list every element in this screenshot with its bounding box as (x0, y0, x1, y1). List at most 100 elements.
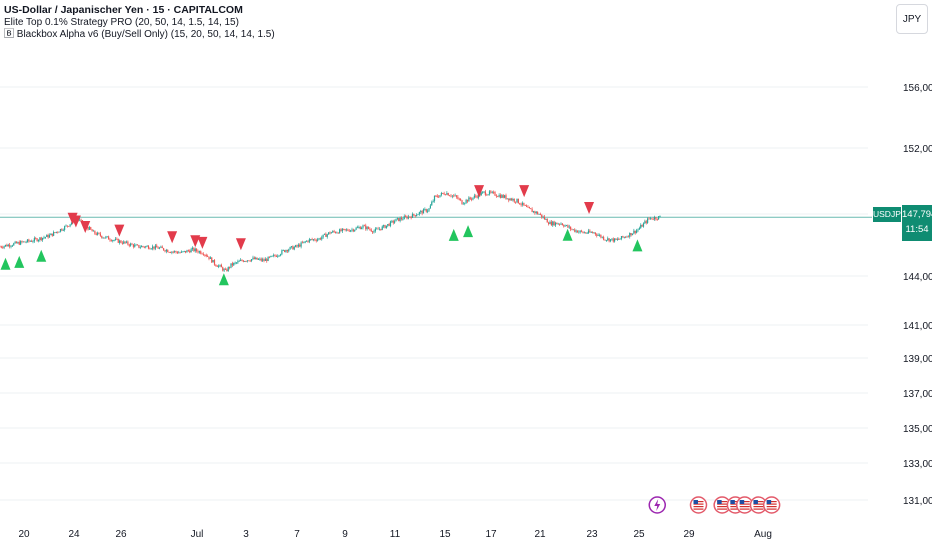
indicator-blackbox-alpha[interactable]: 🄱 Blackbox Alpha v6 (Buy/Sell Only) (15,… (4, 29, 275, 40)
candle-body (262, 259, 264, 261)
candle-body (325, 233, 327, 237)
indicator-elite-strategy[interactable]: Elite Top 0.1% Strategy PRO (20, 50, 14,… (4, 16, 239, 28)
candle-body (7, 244, 9, 247)
candle-body (132, 244, 134, 247)
symbol-title[interactable]: US-Dollar / Japanischer Yen · 15 · CAPIT… (4, 4, 243, 16)
candle-body (277, 255, 279, 257)
candle-body (281, 250, 283, 255)
candle-body (246, 260, 249, 262)
candle-body (212, 260, 214, 263)
flag-stripe (739, 506, 750, 508)
candle-body (102, 237, 104, 239)
x-tick-label: 3 (243, 529, 249, 540)
candle-body (143, 246, 145, 248)
candle-body (362, 225, 364, 228)
candle-body (229, 267, 231, 268)
candle-body (197, 251, 199, 253)
candle-body (560, 223, 562, 225)
candle-body (123, 241, 125, 244)
candle-body (392, 220, 394, 223)
candle-body (150, 248, 152, 250)
candle-body (259, 258, 261, 260)
candle-body (549, 221, 551, 225)
flag-stripe (693, 501, 704, 503)
lightning-bolt (654, 499, 661, 511)
candle-body (300, 242, 302, 247)
candle-body (361, 227, 363, 230)
candle-body (233, 262, 235, 266)
candle-body (383, 225, 385, 227)
flag-canton (766, 500, 772, 504)
candle-body (527, 206, 529, 208)
flag-canton (753, 500, 758, 504)
candle-body (495, 195, 497, 197)
candle-body (449, 195, 451, 197)
candle-body (336, 232, 338, 234)
candle-body (418, 212, 420, 215)
candle-body (128, 244, 130, 246)
currency-button[interactable]: JPY (896, 4, 928, 34)
candle-body (600, 234, 602, 238)
candle-body (421, 211, 423, 214)
candle-body (289, 246, 291, 250)
y-tick-label: 156,000 (903, 83, 932, 94)
candle-body (641, 225, 643, 227)
candle-body (274, 255, 276, 256)
candle-body (290, 246, 293, 247)
candle-body (534, 211, 536, 214)
buy-signal-marker (218, 273, 229, 286)
candle-body (451, 195, 453, 197)
candle-body (54, 232, 56, 233)
candle-body (395, 218, 397, 222)
candle-body (219, 264, 221, 266)
candle-body (340, 229, 342, 232)
candle-body (431, 202, 433, 206)
flag-stripe (766, 503, 777, 505)
candle-body (521, 202, 524, 205)
candle-body (332, 231, 334, 233)
candle-body (69, 224, 71, 227)
candle-body (28, 239, 30, 242)
candle-body (307, 240, 309, 242)
candle-body (482, 191, 484, 193)
candle-body (410, 216, 412, 218)
flag-stripe (693, 508, 704, 510)
flag-canton (693, 500, 698, 504)
candle-body (135, 244, 137, 246)
candle-body (616, 238, 618, 240)
candle-body (631, 233, 634, 236)
candle-body (329, 232, 331, 234)
buy-signal-marker (463, 225, 474, 238)
candle-body (113, 239, 115, 241)
candle-body (9, 244, 11, 247)
flag-stripe (730, 501, 741, 503)
candle-body (211, 257, 213, 263)
candle-body (422, 209, 425, 214)
candle-body (497, 196, 499, 198)
candle-body (351, 229, 353, 231)
y-tick-label: 141,000 (903, 321, 932, 332)
buy-signal-marker (632, 239, 643, 252)
candle-body (178, 252, 180, 254)
candle-body (424, 209, 426, 210)
candle-body (376, 228, 378, 230)
candle-body (472, 197, 474, 200)
candle-body (182, 251, 184, 253)
candle-body (35, 238, 37, 239)
y-tick-label: 137,000 (903, 389, 932, 400)
candle-body (640, 225, 642, 229)
candle-body (209, 257, 211, 259)
buy-signal-marker (0, 257, 11, 270)
candle-body (275, 255, 277, 257)
candle-body (653, 217, 656, 220)
candle-body (230, 263, 232, 268)
candle-body (58, 231, 60, 233)
flag-stripe (753, 501, 764, 503)
sell-signal-marker (584, 202, 595, 215)
candle-body (428, 208, 430, 211)
candle-body (583, 232, 585, 234)
candle-body (266, 259, 268, 261)
candle-body (523, 202, 525, 206)
candle-body (303, 241, 305, 243)
